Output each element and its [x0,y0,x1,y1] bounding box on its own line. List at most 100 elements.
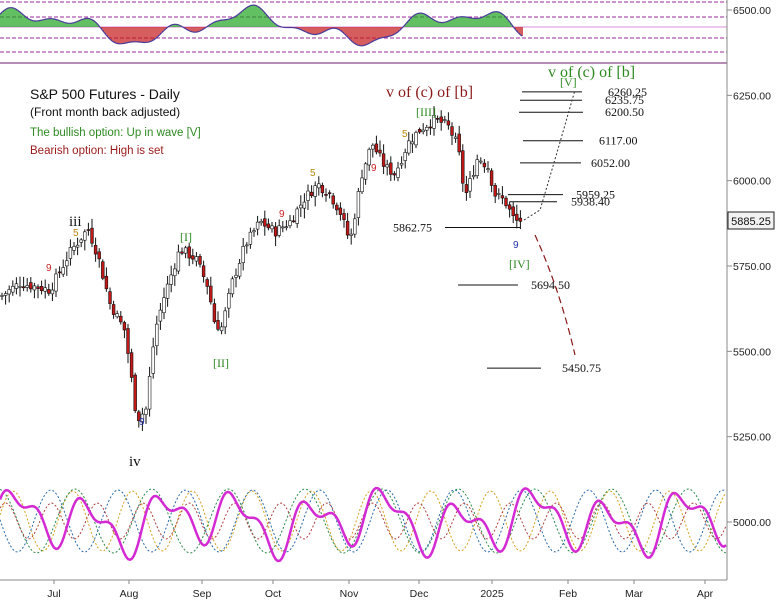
candle-body [374,143,379,153]
candle-body [158,309,163,322]
momentum-panel [0,1,727,64]
candle-body [425,127,429,131]
candle-body [515,213,519,221]
count-label: 9 [139,417,145,428]
candle-body [187,246,191,259]
candle-body [29,282,33,290]
candle-body [342,213,346,220]
chart-subtitle: (Front month back adjusted) [30,105,180,119]
candle-body [173,268,177,277]
candle-body [115,313,119,318]
candle-body [288,220,292,227]
candle-body [140,413,145,422]
candle-body [295,208,299,224]
candle-body [83,231,87,241]
candle-body [486,168,490,170]
candle-body [385,164,389,168]
candle-body [464,184,469,193]
candle-body [475,159,479,176]
candle-body [122,322,127,331]
candle-body [284,226,289,229]
candle-body [147,375,152,410]
price-tick-label: 5250.00 [733,432,771,444]
candle-body [414,132,418,146]
candle-body [356,191,361,218]
candle-body [111,304,116,315]
price-tick-label: 6500.00 [733,5,771,17]
chart-title: S&P 500 Futures - Daily [30,86,180,102]
candle-body [417,129,422,133]
candlestick-series [0,106,523,431]
candle-body [198,255,202,265]
wave-label-iii: iii [69,214,82,230]
candle-body [54,273,58,292]
candle-body [338,207,343,215]
wave-label-I: [I] [180,230,192,244]
wave-label-iv: iv [129,454,141,470]
candle-body [39,286,44,291]
count-label: 5 [73,228,79,239]
candle-body [65,260,69,267]
cycle-panel [0,486,727,563]
candle-body [169,274,173,285]
count-label: 5 [402,129,408,140]
candle-body [309,191,314,197]
candle-body [3,293,8,296]
candle-body [183,247,188,254]
candle-body [86,229,91,231]
time-tick-label: Dec [410,588,429,600]
candle-body [144,408,148,415]
candle-body [360,177,364,193]
candle-body [381,153,386,167]
candle-body [507,204,512,210]
bearish-projection [534,234,576,356]
time-tick-label: Mar [625,588,644,600]
candle-body [263,218,267,227]
candle-body [194,256,199,262]
price-tick-label: 6250.00 [733,90,771,102]
candle-body [497,193,501,195]
bullish-note: The bullish option: Up in wave [V] [30,127,201,139]
candle-body [50,289,55,295]
candle-body [471,175,476,178]
candle-body [446,120,451,126]
time-tick-label: Feb [559,588,577,600]
candle-body [47,289,51,294]
target-label: 5694.50 [531,278,570,292]
candle-body [270,225,274,230]
candle-body [403,152,407,161]
candle-body [450,126,454,136]
candle-body [165,283,170,299]
candle-body [252,230,256,233]
candle-body [241,246,245,263]
candle-body [468,178,472,192]
target-label: 6235.75 [605,93,644,107]
candle-body [93,245,98,255]
candle-body [36,286,40,289]
candle-body [396,167,400,178]
time-tick-label: Nov [340,588,359,600]
time-tick-label: Aug [120,588,139,600]
candle-body [101,261,105,279]
candle-body [151,346,155,374]
candle-body [230,278,235,295]
candle-body [129,352,134,378]
candle-body [259,221,263,224]
target-label: 6200.50 [605,105,644,119]
candle-body [25,285,29,288]
candle-body [461,150,465,184]
candle-body [435,117,440,120]
candle-body [432,115,436,129]
candle-body [255,221,260,230]
candle-body [482,162,487,168]
candle-body [407,140,411,154]
candle-body [335,204,339,211]
candle-body [302,201,307,209]
candle-body [389,162,393,175]
bearish-wave-label: v of (c) of [b] [386,84,473,101]
candle-body [363,163,368,180]
price-tick-label: 6000.00 [733,176,771,188]
candle-body [392,173,397,176]
candle-body [237,263,242,277]
